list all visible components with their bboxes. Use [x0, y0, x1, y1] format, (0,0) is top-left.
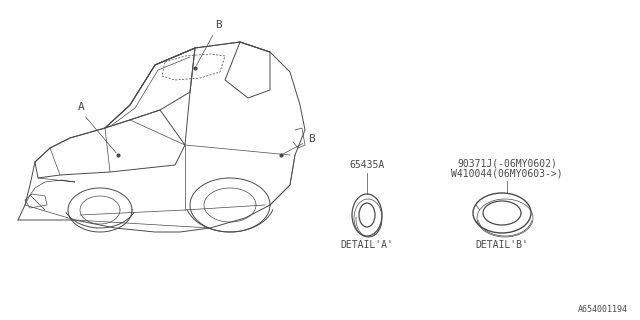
Text: 65435A: 65435A	[349, 160, 385, 170]
Text: 90371J(-06MY0602): 90371J(-06MY0602)	[457, 158, 557, 168]
Text: DETAIL'B': DETAIL'B'	[476, 240, 529, 250]
Text: DETAIL'A': DETAIL'A'	[340, 240, 394, 250]
Text: W410044(06MY0603->): W410044(06MY0603->)	[451, 168, 563, 178]
Text: A654001194: A654001194	[578, 305, 628, 314]
Text: A: A	[78, 102, 116, 153]
Text: B: B	[284, 134, 315, 154]
Text: B: B	[196, 20, 221, 66]
